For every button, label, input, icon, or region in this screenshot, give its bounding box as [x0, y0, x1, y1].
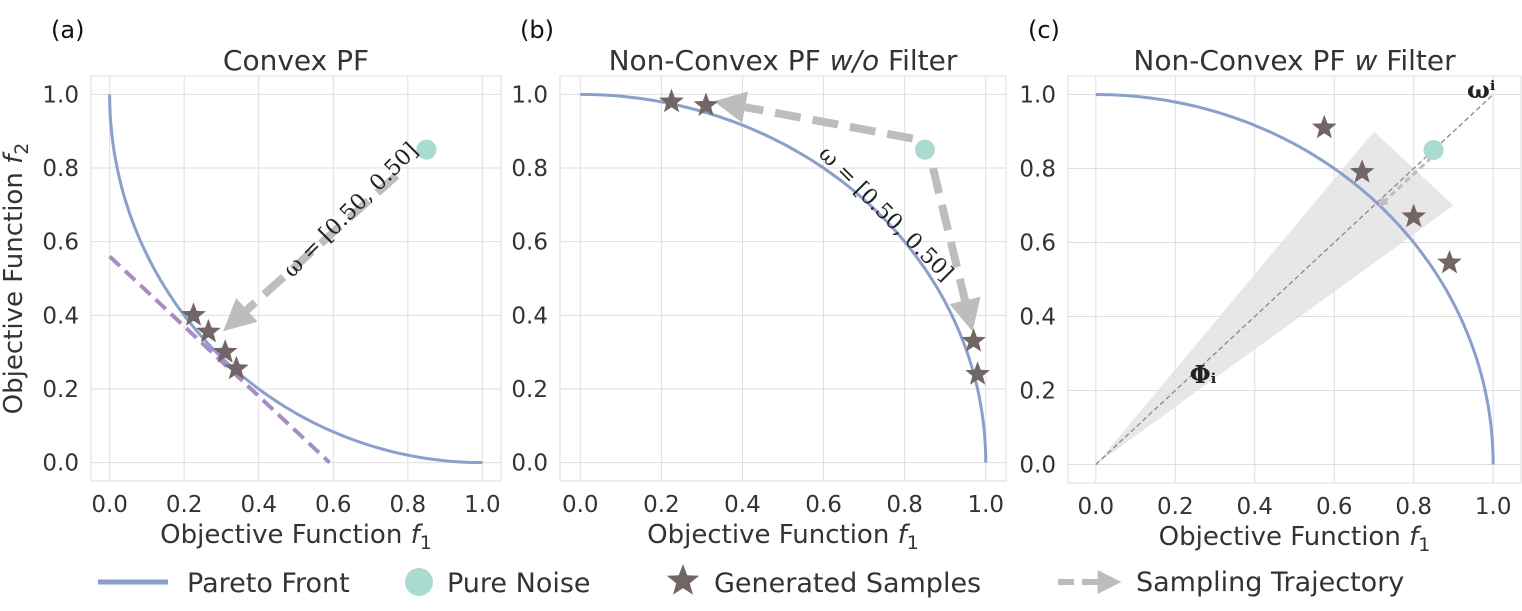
y-tick-label: 0.8 — [42, 156, 79, 182]
generated-sample-star — [1437, 249, 1462, 274]
legend-trajectory-label: Sampling Trajectory — [1136, 567, 1404, 598]
y-axis-label: Objective Function f2 — [0, 143, 33, 415]
ray-label: ωⁱ — [1467, 75, 1496, 104]
legend-pareto-label: Pareto Front — [187, 568, 350, 599]
x-tick-label: 0.6 — [1316, 494, 1353, 520]
x-tick-label: 1.0 — [1475, 494, 1512, 520]
generated-sample-star — [659, 88, 684, 113]
y-tick-label: 0.0 — [42, 451, 79, 477]
y-tick-label: 0.6 — [42, 230, 79, 256]
legend-star-swatch — [666, 564, 700, 595]
legend-samples-label: Generated Samples — [714, 568, 981, 599]
sampling-trajectory — [713, 91, 914, 143]
generated-sample-star — [181, 302, 206, 326]
pure-noise-point — [1423, 140, 1444, 160]
x-tick-label: 0.0 — [562, 492, 599, 518]
y-tick-label: 0.0 — [1019, 453, 1056, 479]
panel-label: (b) — [520, 16, 554, 44]
generated-sample-star — [1401, 203, 1427, 228]
x-tick-label: 0.2 — [643, 492, 680, 518]
x-tick-label: 0.2 — [166, 492, 203, 518]
pareto-front-curve — [1095, 93, 1495, 465]
generated-sample-star — [693, 92, 719, 116]
x-tick-label: 0.8 — [390, 492, 427, 518]
y-tick-label: 0.6 — [511, 230, 548, 256]
x-tick-label: 0.8 — [886, 492, 923, 518]
x-tick-label: 0.0 — [91, 492, 128, 518]
x-tick-label: 0.4 — [240, 492, 277, 518]
pure-noise-point — [416, 139, 437, 160]
x-tick-label: 0.6 — [805, 492, 842, 518]
x-axis-label: Objective Function f1 — [647, 520, 919, 554]
generated-sample-star — [212, 339, 238, 363]
y-tick-label: 0.2 — [1019, 379, 1056, 405]
y-tick-label: 0.6 — [1019, 231, 1056, 257]
generated-sample-star — [1311, 114, 1337, 139]
x-tick-label: 0.4 — [1236, 494, 1273, 520]
pareto-front-curve — [580, 92, 988, 463]
x-tick-label: 1.0 — [967, 492, 1004, 518]
y-tick-label: 1.0 — [511, 82, 548, 108]
panel-label: (c) — [1028, 16, 1060, 44]
y-tick-label: 0.8 — [511, 156, 548, 182]
x-tick-label: 0.0 — [1078, 494, 1115, 520]
y-tick-label: 0.4 — [42, 303, 79, 329]
legend-noise-swatch — [405, 568, 433, 596]
panel-c: 0.0 0.2 0.4 0.6 0.8 1.0 0.0 0.2 0.4 0.6 0.8 1.0 (c) N… — [1019, 16, 1522, 556]
y-tick-label: 0.2 — [42, 377, 79, 403]
x-tick-label: 0.8 — [1395, 494, 1432, 520]
legend-noise-label: Pure Noise — [447, 568, 591, 599]
generated-sample-star — [961, 328, 986, 352]
y-tick-label: 0.4 — [1019, 305, 1056, 331]
y-tick-label: 0.0 — [511, 451, 548, 477]
generated-sample-star — [224, 355, 249, 380]
legend: Pareto Front Pure Noise Generated Samples S… — [98, 564, 1404, 599]
x-tick-label: 0.6 — [315, 492, 352, 518]
y-tick-label: 0.2 — [511, 377, 548, 403]
generated-sample-star — [1349, 159, 1375, 183]
x-axis-label: Objective Function f1 — [1159, 522, 1431, 556]
pareto-front-curve — [108, 94, 483, 465]
x-tick-label: 0.2 — [1157, 494, 1194, 520]
y-tick-label: 0.4 — [511, 303, 548, 329]
x-axis-label: Objective Function f1 — [160, 520, 432, 554]
generated-sample-star — [965, 361, 990, 385]
x-tick-label: 0.4 — [724, 492, 761, 518]
sampling-trajectory — [1378, 156, 1433, 207]
panel-title: Convex PF — [223, 44, 369, 77]
cone-label: Φᵢ — [1190, 360, 1217, 389]
panel-a: 0.0 0.2 0.4 0.6 0.8 1.0 0.0 0.2 0.4 0.6 0.8 1.0 (a) C… — [0, 16, 502, 554]
panel-title: Non-Convex PF w/o Filter — [609, 44, 958, 77]
panel-b: 0.0 0.2 0.4 0.6 0.8 1.0 0.0 0.2 0.4 0.6 0.8 1.0 (b) N… — [511, 16, 1007, 554]
y-tick-label: 1.0 — [42, 82, 79, 108]
panel-label: (a) — [51, 16, 84, 44]
panel-title: Non-Convex PF w Filter — [1133, 44, 1456, 77]
y-tick-label: 0.8 — [1019, 157, 1056, 183]
pure-noise-point — [914, 139, 935, 160]
sampling-trajectory — [929, 167, 981, 332]
x-tick-label: 1.0 — [464, 492, 501, 518]
generated-sample-star — [196, 318, 221, 343]
y-tick-label: 1.0 — [1019, 83, 1056, 109]
